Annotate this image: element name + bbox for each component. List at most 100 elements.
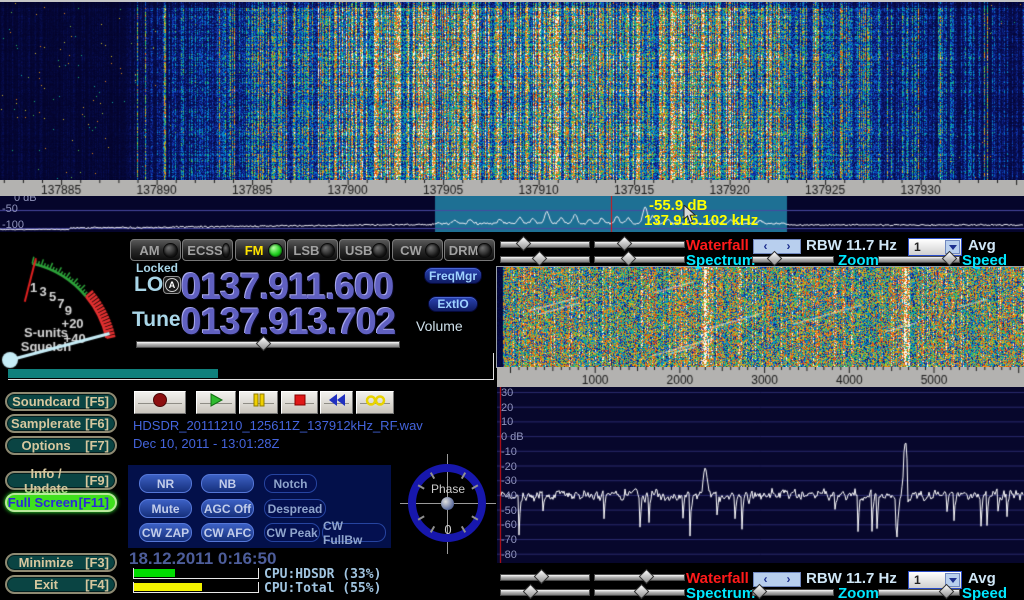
mode-button-ecss[interactable]: ECSS xyxy=(182,239,234,261)
zoomed-spectrum-db-label: 20 xyxy=(501,402,514,414)
spinner-right-arrow-icon[interactable]: › xyxy=(786,239,791,253)
waterfall-contrast-slider-bottom[interactable] xyxy=(594,568,685,585)
phase-label: Phase xyxy=(430,482,466,496)
sidebar-button-samplerate[interactable]: Samplerate [F6] xyxy=(5,414,117,433)
mode-button-fm[interactable]: FM xyxy=(234,239,286,261)
waterfall-brightness-slider-bottom-thumb[interactable] xyxy=(533,568,550,585)
waterfall-contrast-slider-top[interactable] xyxy=(594,235,685,252)
sidebar-button-exit[interactable]: Exit [F4] xyxy=(5,575,117,594)
mode-label: LSB xyxy=(293,242,320,258)
lo-auto-badge-letter: A xyxy=(165,278,179,292)
waterfall-contrast-slider-top-thumb[interactable] xyxy=(616,235,633,252)
avg-dropdown-bottom[interactable]: 1 xyxy=(908,571,962,589)
main-waterfall[interactable] xyxy=(0,2,1024,180)
spectrum-contrast-slider-bottom[interactable] xyxy=(594,583,685,600)
mode-label: FM xyxy=(244,242,264,258)
waterfall-contrast-slider-bottom-thumb[interactable] xyxy=(638,568,655,585)
waterfall-brightness-slider-bottom[interactable] xyxy=(500,568,590,585)
dsp-button-cw-afc[interactable]: CW AFC xyxy=(201,523,254,542)
record-button[interactable] xyxy=(134,391,186,414)
phase-zero-label: 0 xyxy=(444,522,452,537)
s-meter[interactable] xyxy=(0,245,130,370)
spectrum-brightness-slider-top-thumb[interactable] xyxy=(531,250,548,267)
sidebar-button-text: Info / Update xyxy=(24,465,69,496)
sidebar-button-text: [F4] xyxy=(85,577,109,592)
phase-center-dot xyxy=(441,497,454,510)
mode-button-lsb[interactable]: LSB xyxy=(286,239,338,261)
waterfall-brightness-slider-top[interactable] xyxy=(500,235,590,252)
mode-button-usb[interactable]: USB xyxy=(339,239,391,261)
tune-frequency-display[interactable]: 0137.913.702 xyxy=(181,301,396,342)
spectrum-brightness-slider-bottom[interactable] xyxy=(500,583,590,600)
mode-button-am[interactable]: AM xyxy=(130,239,181,261)
volume-slider[interactable] xyxy=(136,335,400,352)
spectrum-brightness-slider-bottom-thumb[interactable] xyxy=(522,583,539,600)
zoomed-spectrum[interactable]: 30 20 10 0 dB -10 -20 -30 -40 -50 -60 -70 -80 xyxy=(497,387,1024,563)
spectrum-contrast-slider-top[interactable] xyxy=(594,250,685,267)
dsp-button-cw-zap[interactable]: CW ZAP xyxy=(139,523,192,542)
loop-button[interactable] xyxy=(356,391,394,414)
speed-slider-bottom[interactable] xyxy=(878,583,960,600)
zoomed-spectrum-db-label: -50 xyxy=(501,505,517,517)
speed-slider-top[interactable] xyxy=(878,250,960,267)
stop-button[interactable] xyxy=(281,391,318,414)
zoomed-spectrum-db-label: -10 xyxy=(501,446,517,458)
spectrum-brightness-slider-top[interactable] xyxy=(500,250,590,267)
main-frequency-scale[interactable] xyxy=(0,180,1024,196)
dsp-button-cw-fullbw[interactable]: CW FullBw xyxy=(322,519,386,547)
sidebar-button-text: Samplerate xyxy=(11,416,82,431)
spinner-right-arrow-icon[interactable]: › xyxy=(786,572,791,586)
spinner-left-arrow-icon[interactable]: ‹ xyxy=(763,239,768,253)
dsp-button-despread[interactable]: Despread xyxy=(264,499,326,518)
avg-dropdown-arrow-button[interactable] xyxy=(945,573,960,587)
main-spectrum-strip[interactable]: 0 dB -50 -100 -55.9 dB 137.915.102 kHz xyxy=(0,196,1024,232)
avg-dropdown-top[interactable]: 1 xyxy=(908,238,962,256)
dsp-button-cw-peak[interactable]: CW Peak xyxy=(264,523,320,542)
zoom-label-bottom: Zoom xyxy=(838,585,879,600)
main-spectrum-canvas[interactable] xyxy=(0,196,1024,232)
dsp-button-agc-off[interactable]: AGC Off xyxy=(201,499,254,518)
dsp-button-nr[interactable]: NR xyxy=(139,474,192,493)
spinner-left-arrow-icon[interactable]: ‹ xyxy=(763,572,768,586)
zoomed-frequency-scale[interactable] xyxy=(497,367,1024,387)
dsp-button-nb[interactable]: NB xyxy=(201,474,254,493)
play-button[interactable] xyxy=(196,391,236,414)
squelch-level-bar[interactable] xyxy=(8,369,218,378)
sidebar-button-options[interactable]: Options [F7] xyxy=(5,436,117,455)
sidebar-button-info-update[interactable]: Info / Update [F9] xyxy=(5,466,117,496)
lo-frequency-display[interactable]: 0137.911.600 xyxy=(181,266,394,307)
mode-label: AM xyxy=(139,242,160,258)
zoomed-waterfall[interactable] xyxy=(497,267,1024,367)
sidebar-button-text: Exit xyxy=(34,577,58,592)
cpu-meter-label: CPU:Total (55%) xyxy=(264,581,382,596)
sidebar-button-minimize[interactable]: Minimize [F3] xyxy=(5,553,117,572)
mode-button-drm[interactable]: DRM xyxy=(443,239,495,261)
sidebar-button-full-screen[interactable]: Full Screen [F11] xyxy=(5,493,117,512)
dsp-button-notch[interactable]: Notch xyxy=(264,474,317,493)
lo-auto-badge[interactable]: A xyxy=(163,276,181,294)
pause-button[interactable] xyxy=(239,391,278,414)
extio-button[interactable]: ExtIO xyxy=(428,296,478,312)
avg-dropdown-arrow-button[interactable] xyxy=(945,240,960,254)
mode-button-cw[interactable]: CW xyxy=(391,239,443,261)
mode-led-icon xyxy=(373,243,387,257)
zoom-slider-top[interactable] xyxy=(752,250,834,267)
phase-indicator[interactable]: Phase 0 xyxy=(400,452,496,556)
play-icon xyxy=(208,392,224,413)
sidebar-button-text: [F6] xyxy=(85,416,109,431)
sidebar-button-soundcard[interactable]: Soundcard [F5] xyxy=(5,392,117,411)
recorded-file-date: Dec 10, 2011 - 13:01:28Z xyxy=(133,436,280,451)
spectrum-contrast-slider-bottom-thumb[interactable] xyxy=(633,583,650,600)
freqmgr-button[interactable]: FreqMgr xyxy=(424,267,482,284)
rbw-spinner-bottom[interactable]: ‹ › xyxy=(753,572,801,587)
dsp-button-mute[interactable]: Mute xyxy=(139,499,192,518)
waterfall-brightness-slider-top-thumb[interactable] xyxy=(515,235,532,252)
pause-icon xyxy=(251,392,267,413)
rbw-spinner-top[interactable]: ‹ › xyxy=(753,239,801,254)
zoom-slider-bottom[interactable] xyxy=(751,583,834,600)
spectrum-contrast-slider-top-thumb[interactable] xyxy=(620,250,637,267)
zoomed-spectrum-canvas[interactable] xyxy=(497,387,1024,563)
sidebar-button-text: [F11] xyxy=(78,495,109,510)
rewind-button[interactable] xyxy=(320,391,353,414)
